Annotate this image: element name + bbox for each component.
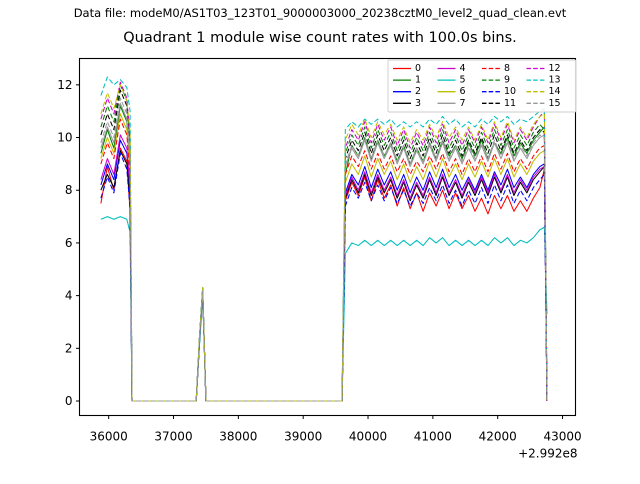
- legend-label-12: 12: [549, 63, 561, 74]
- x-tick-label: 37000: [154, 429, 192, 443]
- x-tick-label: 41000: [414, 429, 452, 443]
- series-line-15: [100, 97, 548, 402]
- x-tick-label: 42000: [479, 429, 517, 443]
- legend-item-8[interactable]: 8: [482, 63, 510, 74]
- series-line-0: [100, 147, 548, 402]
- legend-label-8: 8: [504, 63, 510, 74]
- legend-item-1[interactable]: 1: [393, 75, 421, 86]
- axis-ticks: 36000 37000 38000 39000 40000 41000 42000 43000…: [57, 78, 581, 461]
- y-tick-label: 6: [65, 236, 73, 250]
- legend-label-11: 11: [504, 98, 516, 109]
- legend-item-12[interactable]: 12: [526, 63, 561, 74]
- data-file-label: Data file: modeM0/AS1T03_123T01_90000030…: [73, 6, 567, 20]
- legend-item-11[interactable]: 11: [482, 98, 516, 109]
- y-tick-label: 0: [65, 394, 73, 408]
- series-line-5: [100, 216, 548, 402]
- legend-item-6[interactable]: 6: [437, 86, 466, 97]
- series-line-9: [100, 84, 548, 402]
- y-tick-label: 4: [65, 289, 73, 303]
- x-axis-offset-label: +2.992e8: [518, 447, 577, 461]
- series-line-4: [100, 134, 548, 402]
- legend-label-9: 9: [504, 75, 510, 86]
- x-tick-label: 36000: [90, 429, 128, 443]
- legend-item-10[interactable]: 10: [482, 86, 516, 97]
- legend-label-7: 7: [460, 98, 466, 109]
- series-line-3: [100, 150, 548, 402]
- legend-item-3[interactable]: 3: [393, 98, 421, 109]
- y-tick-label: 10: [57, 131, 72, 145]
- legend-label-3: 3: [415, 98, 421, 109]
- legend-label-4: 4: [460, 63, 466, 74]
- legend-item-4[interactable]: 4: [437, 63, 466, 74]
- x-tick-label: 43000: [543, 429, 581, 443]
- series-line-11: [100, 89, 548, 402]
- series-line-6: [100, 113, 548, 402]
- legend-item-7[interactable]: 7: [437, 98, 466, 109]
- legend-label-14: 14: [549, 86, 561, 97]
- x-tick-label: 38000: [219, 429, 257, 443]
- legend-box: [387, 59, 577, 113]
- y-tick-label: 8: [65, 183, 73, 197]
- legend-label-10: 10: [504, 86, 516, 97]
- series-line-14: [100, 84, 548, 402]
- legend-label-6: 6: [460, 86, 466, 97]
- series-line-7: [100, 102, 548, 402]
- plot-title: Quadrant 1 module wise count rates with …: [123, 30, 517, 46]
- legend-label-5: 5: [460, 75, 466, 86]
- x-tick-label: 39000: [284, 429, 322, 443]
- y-tick-label: 12: [57, 78, 72, 92]
- series-line-12: [100, 81, 548, 402]
- legend-item-14[interactable]: 14: [526, 86, 561, 97]
- legend-item-5[interactable]: 5: [437, 75, 466, 86]
- legend-label-2: 2: [415, 86, 421, 97]
- legend-label-0: 0: [415, 63, 421, 74]
- y-tick-label: 2: [65, 341, 73, 355]
- legend-label-15: 15: [549, 98, 561, 109]
- series-line-13: [100, 76, 548, 402]
- legend-item-2[interactable]: 2: [393, 86, 421, 97]
- legend-label-1: 1: [415, 75, 421, 86]
- legend-item-15[interactable]: 15: [526, 98, 561, 109]
- legend-label-13: 13: [549, 75, 561, 86]
- series-line-8: [100, 118, 548, 402]
- legend-item-9[interactable]: 9: [482, 75, 510, 86]
- data-series-group: [100, 76, 548, 402]
- legend-item-13[interactable]: 13: [526, 75, 561, 86]
- series-line-10: [100, 152, 548, 402]
- axes-frame: [78, 57, 577, 417]
- x-tick-label: 40000: [349, 429, 387, 443]
- legend-item-0[interactable]: 0: [393, 63, 421, 74]
